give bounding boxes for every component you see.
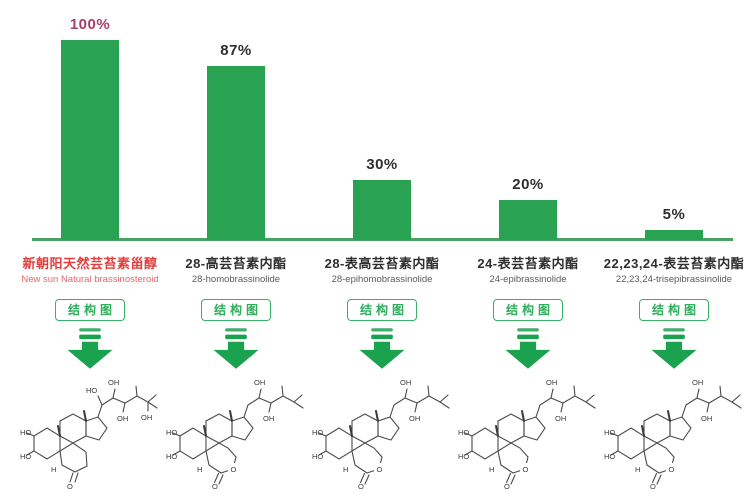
compound-name-en: 22,23,24-trisepibrassinolide xyxy=(615,274,733,285)
bar xyxy=(207,66,265,240)
down-arrow-icon xyxy=(505,328,551,369)
compound-column: 新朝阳天然芸苔素甾醇 New sun Natural brassinostero… xyxy=(17,256,163,490)
structure-diagram-button[interactable]: 结构图 xyxy=(346,299,417,321)
compound-name-zh: 28-高芸苔素内酯 xyxy=(185,256,287,271)
chemical-structure xyxy=(20,372,160,490)
chemical-structure xyxy=(312,372,452,490)
down-arrow-icon xyxy=(67,328,113,369)
compound-column: 28-表高芸苔素内酯 28-epihomobrassinolide 结构图 xyxy=(309,256,455,490)
compound-name-en: 28-homobrassinolide xyxy=(191,274,281,285)
compound-name-en: 24-epibrassinolide xyxy=(489,274,567,285)
compound-name-zh: 新朝阳天然芸苔素甾醇 xyxy=(22,256,158,271)
bar-value-label: 5% xyxy=(662,206,686,223)
bar-value-label: 100% xyxy=(69,16,111,33)
bar-value-label: 20% xyxy=(512,176,544,193)
compound-column: 24-表芸苔素内酯 24-epibrassinolide 结构图 xyxy=(455,256,601,490)
bar xyxy=(645,230,703,240)
bar xyxy=(61,40,119,240)
bar-value-label: 87% xyxy=(220,42,252,59)
chemical-structure xyxy=(166,372,306,490)
structure-diagram-button[interactable]: 结构图 xyxy=(200,299,271,321)
compound-name-zh: 24-表芸苔素内酯 xyxy=(477,256,579,271)
bar xyxy=(499,200,557,240)
down-arrow-icon xyxy=(359,328,405,369)
structure-diagram-button[interactable]: 结构图 xyxy=(492,299,563,321)
compound-column: 28-高芸苔素内酯 28-homobrassinolide 结构图 xyxy=(163,256,309,490)
down-arrow-icon xyxy=(651,328,697,369)
down-arrow-icon xyxy=(213,328,259,369)
bar xyxy=(353,180,411,240)
structure-diagram-button[interactable]: 结构图 xyxy=(54,299,125,321)
compound-name-en: New sun Natural brassinosteroid xyxy=(21,274,159,285)
chemical-structure xyxy=(604,372,744,490)
bar-value-label: 30% xyxy=(366,156,398,173)
chemical-structure xyxy=(458,372,598,490)
compound-column: 22,23,24-表芸苔素内酯 22,23,24-trisepibrassino… xyxy=(601,256,747,490)
columns-row: 新朝阳天然芸苔素甾醇 New sun Natural brassinostero… xyxy=(17,256,747,490)
structure-diagram-button[interactable]: 结构图 xyxy=(638,299,709,321)
compound-name-en: 28-epihomobrassinolide xyxy=(331,274,433,285)
compound-name-zh: 28-表高芸苔素内酯 xyxy=(324,256,440,271)
compound-name-zh: 22,23,24-表芸苔素内酯 xyxy=(603,256,745,271)
